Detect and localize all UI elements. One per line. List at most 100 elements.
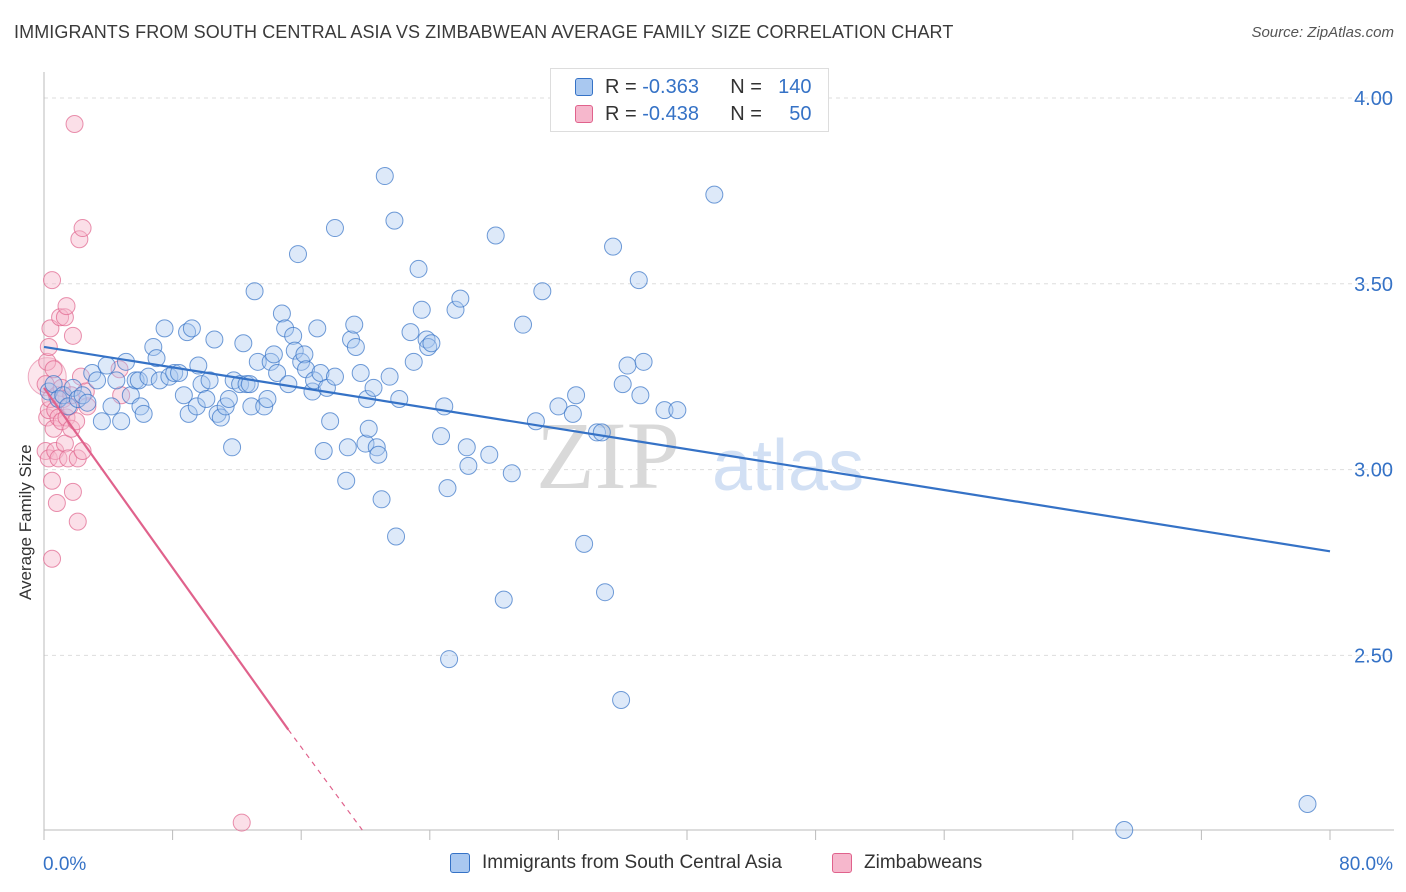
- data-point-south-central-asia: [440, 650, 459, 669]
- data-point-zimbabweans: [49, 449, 68, 468]
- data-point-south-central-asia: [338, 438, 357, 457]
- data-point-south-central-asia: [486, 226, 505, 245]
- data-point-south-central-asia: [575, 534, 594, 553]
- data-point-south-central-asia: [457, 438, 476, 457]
- data-point-south-central-asia: [604, 237, 623, 256]
- legend-item-zimbabweans[interactable]: Zimbabweans: [832, 852, 982, 874]
- trend-line-south-central-asia: [43, 345, 1331, 553]
- legend-r-label: R =: [605, 102, 637, 125]
- data-point-south-central-asia: [197, 389, 216, 408]
- data-point-zimbabweans: [65, 115, 84, 134]
- chart-title: IMMIGRANTS FROM SOUTH CENTRAL ASIA VS ZI…: [14, 22, 954, 42]
- data-point-zimbabweans: [232, 813, 251, 832]
- data-point-south-central-asia: [346, 337, 365, 356]
- data-point-south-central-asia: [438, 479, 457, 498]
- data-point-south-central-asia: [351, 363, 370, 382]
- data-point-south-central-asia: [264, 345, 283, 364]
- data-point-south-central-asia: [63, 378, 82, 397]
- data-point-zimbabweans: [63, 482, 82, 501]
- data-point-south-central-asia: [97, 356, 116, 375]
- data-point-south-central-asia: [459, 456, 478, 475]
- data-point-zimbabweans: [73, 219, 92, 238]
- y-tick-label: 4.00: [1354, 88, 1393, 110]
- trend-lines: [43, 345, 1331, 831]
- data-point-south-central-asia: [54, 386, 73, 405]
- data-point-south-central-asia: [480, 445, 499, 464]
- data-point-zimbabweans: [38, 352, 57, 371]
- data-point-south-central-asia: [88, 371, 107, 390]
- series-zimbabweans: [27, 115, 251, 832]
- data-point-south-central-asia: [325, 367, 344, 386]
- legend-item-south-central-asia[interactable]: Immigrants from South Central Asia: [450, 852, 782, 874]
- data-point-south-central-asia: [372, 490, 391, 509]
- data-point-south-central-asia: [325, 219, 344, 238]
- watermark: ZIP atlas: [536, 402, 864, 509]
- data-point-south-central-asia: [356, 434, 375, 453]
- data-point-south-central-asia: [129, 371, 148, 390]
- data-point-south-central-asia: [369, 445, 388, 464]
- data-point-south-central-asia: [272, 304, 291, 323]
- data-point-south-central-asia: [1298, 794, 1317, 813]
- legend-row-blue: R = -0.363 N = 140: [551, 73, 812, 101]
- data-point-south-central-asia: [182, 319, 201, 338]
- series-south-central-asia: [39, 167, 1317, 839]
- data-point-zimbabweans: [47, 494, 66, 513]
- data-point-south-central-asia: [596, 583, 615, 602]
- data-point-south-central-asia: [432, 427, 451, 446]
- data-point-zimbabweans: [63, 326, 82, 345]
- data-point-south-central-asia: [451, 289, 470, 308]
- data-point-south-central-asia: [655, 401, 674, 420]
- data-point-south-central-asia: [150, 371, 169, 390]
- data-point-south-central-asia: [634, 352, 653, 371]
- data-point-south-central-asia: [219, 389, 238, 408]
- data-point-zimbabweans: [51, 308, 70, 327]
- data-point-zimbabweans: [68, 512, 87, 531]
- data-point-south-central-asia: [533, 282, 552, 301]
- data-point-south-central-asia: [308, 319, 327, 338]
- data-point-south-central-asia: [526, 412, 545, 431]
- data-point-south-central-asia: [514, 315, 533, 334]
- data-point-south-central-asia: [248, 352, 267, 371]
- data-point-zimbabweans: [67, 412, 86, 431]
- data-point-south-central-asia: [258, 389, 277, 408]
- data-point-south-central-asia: [549, 397, 568, 416]
- legend-r-label: R =: [605, 75, 637, 98]
- data-point-south-central-asia: [59, 397, 78, 416]
- legend-r-value: -0.363: [642, 75, 699, 98]
- data-point-south-central-asia: [375, 167, 394, 186]
- legend-bottom: Immigrants from South Central Asia Zimba…: [0, 852, 1406, 878]
- watermark-zip: ZIP: [536, 402, 680, 509]
- data-point-zimbabweans: [78, 397, 97, 416]
- data-point-south-central-asia: [268, 363, 287, 382]
- data-point-zimbabweans: [39, 449, 58, 468]
- data-point-south-central-asia: [134, 404, 153, 423]
- data-point-south-central-asia: [367, 438, 386, 457]
- tick-labels: 2.50 3.00 3.50 4.00 0.0% 80.0%: [43, 88, 1393, 875]
- data-point-south-central-asia: [345, 315, 364, 334]
- legend-label-zimbabweans: Zimbabweans: [864, 852, 983, 873]
- data-point-south-central-asia: [668, 401, 687, 420]
- data-point-south-central-asia: [178, 323, 197, 342]
- data-point-south-central-asia: [631, 386, 650, 405]
- data-point-south-central-asia: [205, 330, 224, 349]
- data-point-south-central-asia: [160, 367, 179, 386]
- legend-swatch-blue: [450, 853, 470, 873]
- data-point-zimbabweans: [55, 434, 74, 453]
- data-point-south-central-asia: [112, 412, 131, 431]
- data-point-south-central-asia: [612, 690, 631, 709]
- data-point-zimbabweans: [43, 549, 62, 568]
- trend-line-zimbabweans-extension: [287, 729, 363, 831]
- legend-swatch-blue: [575, 78, 593, 96]
- data-point-zimbabweans: [43, 271, 62, 290]
- data-point-south-central-asia: [494, 590, 513, 609]
- data-point-south-central-asia: [364, 378, 383, 397]
- legend-top: R = -0.363 N = 140 R = -0.438 N = 50: [550, 68, 829, 132]
- x-tick-label: 80.0%: [1339, 854, 1393, 875]
- data-point-south-central-asia: [107, 371, 126, 390]
- data-point-south-central-asia: [1115, 821, 1134, 839]
- data-point-south-central-asia: [412, 300, 431, 319]
- data-point-south-central-asia: [284, 326, 303, 345]
- y-tick-label: 3.00: [1354, 460, 1393, 482]
- data-point-south-central-asia: [502, 464, 521, 483]
- data-point-zimbabweans: [44, 360, 63, 379]
